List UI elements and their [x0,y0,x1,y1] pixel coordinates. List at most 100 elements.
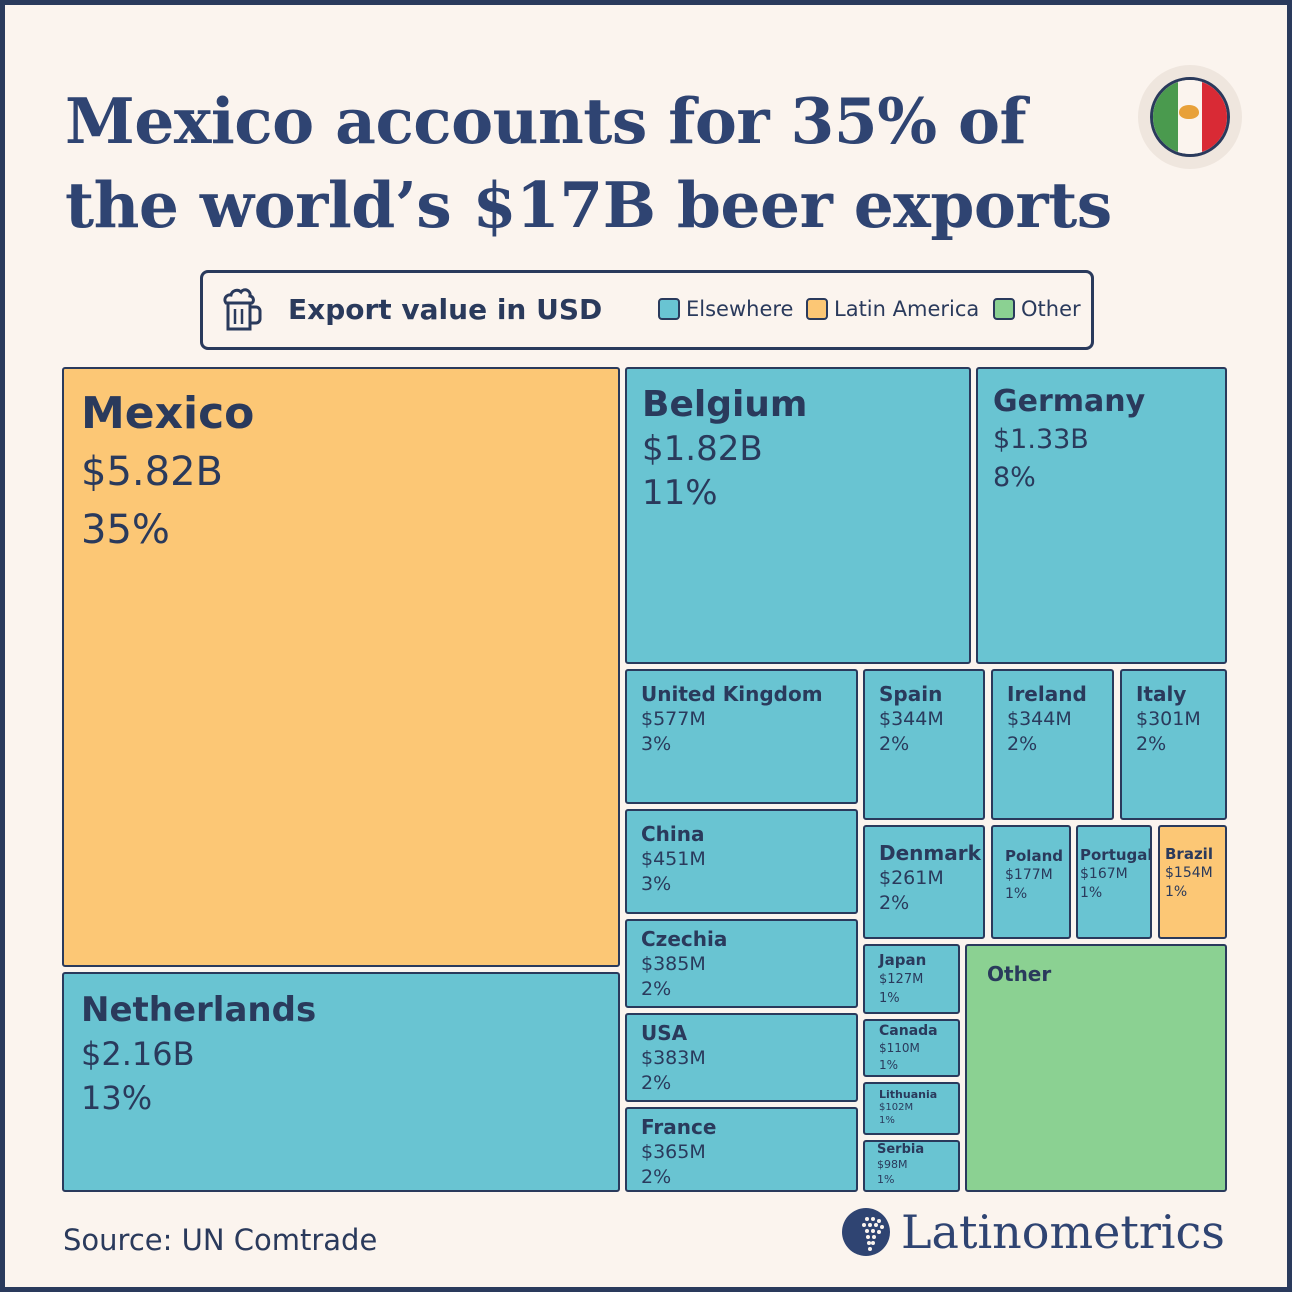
treemap-tile-ireland: Ireland $344M 2% [991,669,1114,820]
legend-swatch [658,298,680,320]
chart-title: Mexico accounts for 35% of the world’s $… [65,79,1145,247]
tile-label: Portugal [1080,846,1152,864]
legend-label: Latin America [834,297,980,321]
tile-value: $102M [879,1102,914,1113]
tile-label: Italy [1136,682,1187,706]
treemap-tile-germany: Germany $1.33B 8% [976,367,1227,664]
tile-label: USA [641,1021,688,1045]
brand-name: Latinometrics [901,1205,1225,1259]
tile-label: Ireland [1007,682,1087,706]
tile-label: Denmark [879,841,981,865]
tile-percent: 2% [879,733,910,755]
title-line-2: the world’s $17B beer exports [65,168,1112,242]
tile-percent: 8% [993,462,1036,493]
tile-label: United Kingdom [641,682,823,706]
infographic: Mexico accounts for 35% of the world’s $… [5,5,1287,1287]
tile-percent: 2% [1007,733,1038,755]
treemap-tile-united-kingdom: United Kingdom $577M 3% [625,669,858,804]
treemap-tile-italy: Italy $301M 2% [1120,669,1227,820]
treemap-tile-other: Other [965,944,1227,1192]
treemap-tile-usa: USA $383M 2% [625,1013,858,1102]
tile-value: $261M [879,867,944,889]
tile-value: $154M [1165,865,1213,881]
treemap-tile-mexico: Mexico $5.82B 35% [62,367,620,967]
tile-value: $383M [641,1047,706,1069]
tile-label: Lithuania [879,1088,938,1101]
treemap-tile-china: China $451M 3% [625,809,858,914]
tile-label: Mexico [81,388,255,439]
tile-value: $1.33B [993,424,1089,455]
tile-value: $127M [879,972,924,987]
tile-value: $451M [641,848,706,870]
tile-label: Belgium [642,384,808,425]
tile-label: France [641,1115,717,1139]
tile-percent: 1% [879,1115,895,1126]
tile-percent: 11% [642,473,718,513]
tile-label: Germany [993,384,1146,419]
treemap-tile-france: France $365M 2% [625,1107,858,1192]
treemap-tile-czechia: Czechia $385M 2% [625,919,858,1008]
legend-swatch [993,298,1015,320]
tile-percent: 2% [641,1072,672,1094]
legend-item-other: Other [993,297,1081,321]
tile-value: $1.82B [642,429,763,469]
tile-value: $301M [1136,708,1201,730]
tile-value: $385M [641,953,706,975]
tile-value: $98M [877,1158,908,1171]
tile-label: Poland [1005,847,1063,865]
legend: Export value in USD Elsewhere Latin Amer… [200,270,1094,350]
tile-percent: 2% [641,1166,672,1188]
tile-label: Spain [879,682,943,706]
treemap-tile-brazil: Brazil $154M 1% [1158,825,1227,939]
treemap-tile-japan: Japan $127M 1% [863,944,960,1014]
tile-value: $344M [879,708,944,730]
legend-item-elsewhere: Elsewhere [658,297,793,321]
tile-percent: 1% [1080,885,1103,901]
tile-percent: 2% [879,892,910,914]
tile-percent: 3% [641,873,672,895]
tile-percent: 3% [641,733,672,755]
tile-value: $2.16B [81,1035,195,1073]
mexico-flag-icon [1138,65,1242,169]
treemap-tile-poland: Poland $177M 1% [991,825,1071,939]
treemap-tile-netherlands: Netherlands $2.16B 13% [62,972,620,1192]
tile-label: Other [987,962,1052,986]
treemap-tile-spain: Spain $344M 2% [863,669,985,820]
tile-percent: 2% [1136,733,1167,755]
treemap-tile-portugal: Portugal $167M 1% [1076,825,1152,939]
tile-label: Brazil [1165,845,1213,863]
treemap-tile-serbia: Serbia $98M 1% [863,1140,960,1192]
tile-percent: 1% [879,1058,899,1072]
legend-title: Export value in USD [288,293,603,326]
tile-percent: 13% [81,1079,153,1117]
latinometrics-logo-icon [842,1208,890,1256]
legend-label: Elsewhere [686,297,794,321]
treemap-tile-denmark: Denmark $261M 2% [863,825,985,939]
tile-label: China [641,822,705,846]
tile-value: $344M [1007,708,1072,730]
brand: Latinometrics [841,1205,1225,1259]
treemap-tile-canada: Canada $110M 1% [863,1019,960,1077]
tile-label: Canada [879,1023,938,1039]
tile-percent: 1% [1165,884,1188,900]
tile-percent: 1% [879,991,900,1006]
tile-value: $5.82B [81,449,223,495]
tile-value: $365M [641,1141,706,1163]
tile-percent: 1% [877,1173,895,1186]
title-line-1: Mexico accounts for 35% of [65,84,1027,158]
tile-label: Czechia [641,927,728,951]
tile-value: $577M [641,708,706,730]
treemap-tile-lithuania: Lithuania $102M 1% [863,1082,960,1135]
tile-percent: 2% [641,978,672,1000]
tile-label: Japan [879,951,927,969]
tile-value: $110M [879,1041,920,1055]
treemap-tile-belgium: Belgium $1.82B 11% [625,367,971,664]
tile-percent: 1% [1005,886,1028,902]
beer-mug-icon [223,288,262,331]
treemap: Mexico $5.82B 35% Netherlands $2.16B 13% Belgi… [5,5,1287,1287]
legend-item-latin-america: Latin America [806,297,979,321]
tile-label: Serbia [877,1142,925,1157]
tile-percent: 35% [81,507,170,553]
legend-label: Other [1021,297,1081,321]
tile-value: $167M [1080,866,1128,882]
